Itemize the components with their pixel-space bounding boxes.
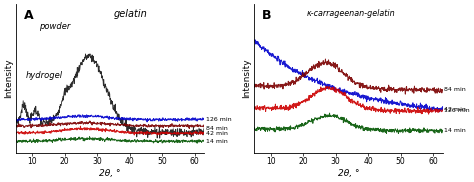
X-axis label: 2θ, °: 2θ, °	[100, 169, 121, 178]
Text: 126 min: 126 min	[445, 108, 470, 113]
X-axis label: 2θ, °: 2θ, °	[338, 169, 359, 178]
Text: 42 min: 42 min	[445, 107, 466, 112]
Text: κ-carrageenan-gelatin: κ-carrageenan-gelatin	[307, 9, 396, 18]
Text: 84 min: 84 min	[206, 126, 228, 131]
Text: gelatin: gelatin	[114, 9, 148, 19]
Y-axis label: Intensity: Intensity	[243, 59, 252, 98]
Text: hydrogel: hydrogel	[26, 71, 63, 80]
Text: 84 min: 84 min	[445, 87, 466, 92]
Text: 126 min: 126 min	[206, 117, 232, 122]
Text: B: B	[262, 9, 272, 22]
Text: 14 min: 14 min	[206, 139, 228, 144]
Y-axis label: Intensity: Intensity	[4, 59, 13, 98]
Text: A: A	[24, 9, 33, 22]
Text: 14 min: 14 min	[445, 128, 466, 133]
Text: powder: powder	[38, 22, 70, 31]
Text: 42 min: 42 min	[206, 131, 228, 136]
